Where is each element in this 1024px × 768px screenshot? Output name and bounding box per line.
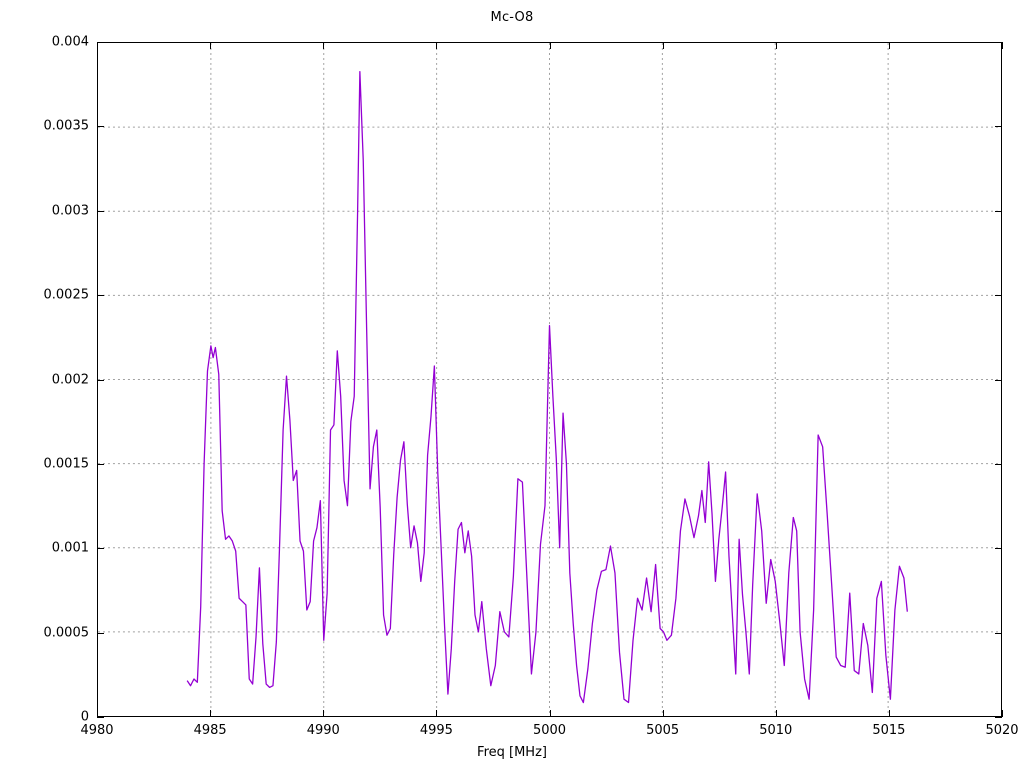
y-tick-mark-right <box>995 42 1002 43</box>
y-tick-mark <box>97 463 104 465</box>
x-tick-mark-top <box>888 42 890 49</box>
x-tick-mark <box>1002 710 1003 717</box>
x-tick-label: 4985 <box>193 723 227 738</box>
x-tick-mark-top <box>549 42 551 49</box>
y-tick-mark-right <box>995 632 1002 634</box>
x-tick-mark-top <box>210 42 212 49</box>
x-tick-mark <box>97 710 98 717</box>
x-tick-label: 4980 <box>80 723 114 738</box>
x-tick-label: 4990 <box>306 723 340 738</box>
y-tick-label: 0 <box>80 709 89 725</box>
y-tick-label: 0.0025 <box>43 287 90 303</box>
x-tick-mark <box>888 710 890 717</box>
y-tick-mark-right <box>995 126 1002 128</box>
y-tick-mark-right <box>995 463 1002 465</box>
y-tick-label: 0.0015 <box>43 456 90 472</box>
y-tick-mark <box>97 126 104 128</box>
x-tick-mark-top <box>775 42 777 49</box>
x-tick-mark-top <box>436 42 438 49</box>
x-tick-mark-top <box>97 42 98 49</box>
y-tick-label: 0.001 <box>51 540 89 556</box>
y-tick-label: 0.0005 <box>43 625 90 641</box>
x-tick-mark <box>775 710 777 717</box>
y-tick-mark <box>97 210 104 212</box>
y-tick-mark-right <box>995 295 1002 297</box>
data-line <box>186 70 908 704</box>
x-tick-mark <box>323 710 325 717</box>
x-tick-label: 5010 <box>759 723 793 738</box>
series-line <box>186 70 908 704</box>
x-tick-mark-top <box>662 42 664 49</box>
y-tick-mark <box>97 379 104 381</box>
x-tick-label: 4995 <box>419 723 453 738</box>
y-tick-mark <box>97 548 104 550</box>
x-tick-mark <box>549 710 551 717</box>
x-tick-mark <box>662 710 664 717</box>
x-tick-label: 5015 <box>872 723 906 738</box>
x-tick-label: 5020 <box>985 723 1019 738</box>
x-tick-mark-top <box>323 42 325 49</box>
y-tick-label: 0.002 <box>51 372 89 387</box>
x-tick-mark <box>210 710 212 717</box>
plot-area <box>97 42 1002 717</box>
x-tick-label: 5000 <box>532 723 567 738</box>
x-tick-mark-top <box>1002 42 1003 49</box>
y-tick-mark-right <box>995 379 1002 381</box>
y-tick-mark-right <box>995 210 1002 212</box>
y-tick-label: 0.0035 <box>43 118 90 134</box>
y-tick-mark <box>97 295 104 297</box>
y-tick-mark <box>97 42 104 43</box>
gridlines <box>98 43 1001 716</box>
y-tick-label: 0.003 <box>51 203 89 219</box>
y-tick-mark-right <box>995 548 1002 550</box>
y-tick-label: 0.004 <box>51 34 89 50</box>
y-tick-mark <box>97 717 104 718</box>
chart-title: Mc-O8 <box>490 10 534 25</box>
y-tick-mark <box>97 632 104 634</box>
x-axis-label: Freq [MHz] <box>477 745 547 760</box>
x-tick-label: 5005 <box>646 723 680 738</box>
y-tick-mark-right <box>995 717 1002 718</box>
x-tick-mark <box>436 710 438 717</box>
